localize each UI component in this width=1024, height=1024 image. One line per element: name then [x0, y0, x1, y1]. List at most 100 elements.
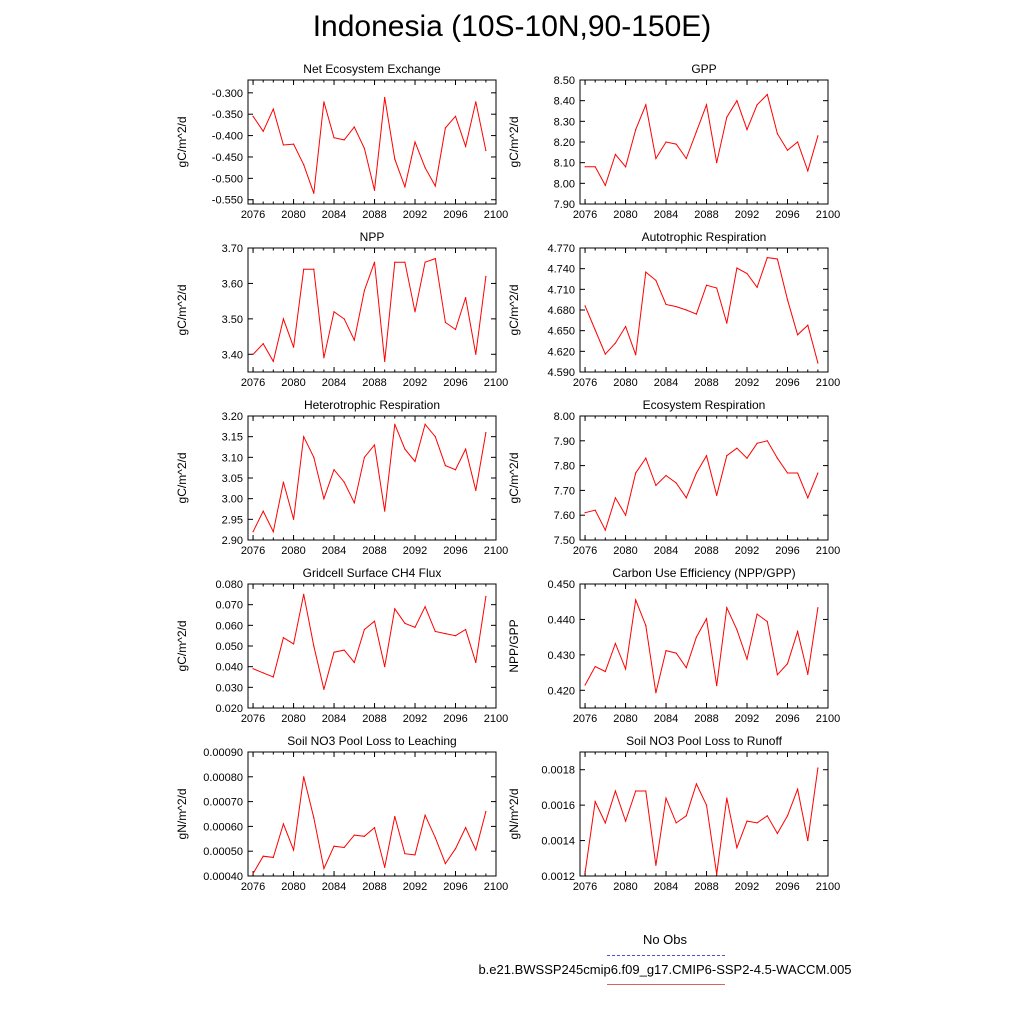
data-point: [353, 339, 355, 341]
y-tick-label: 3.40: [222, 349, 243, 361]
x-tick-label: 2100: [484, 377, 508, 389]
data-point: [323, 357, 325, 359]
data-point: [736, 267, 738, 269]
x-tick-label: 2080: [281, 881, 305, 893]
x-tick-label: 2080: [613, 881, 637, 893]
chart-title: Gridcell Surface CH4 Flux: [303, 566, 442, 580]
data-point: [584, 305, 586, 307]
x-tick-label: 2076: [573, 377, 597, 389]
data-point: [454, 635, 457, 637]
data-point: [665, 303, 667, 306]
y-axis-label: gC/m^2/d: [507, 453, 521, 504]
data-point: [262, 672, 264, 674]
data-point: [685, 497, 687, 499]
data-point: [645, 104, 647, 106]
data-point: [465, 448, 467, 450]
data-point: [635, 790, 637, 792]
data-point: [675, 143, 677, 145]
data-point: [454, 328, 457, 331]
data-point: [766, 815, 768, 817]
chart-title: GPP: [691, 62, 716, 76]
data-point: [584, 166, 586, 168]
plot-frame: [579, 751, 829, 877]
plot-frame: [247, 583, 497, 709]
x-tick-label: 2076: [573, 545, 597, 557]
data-point: [272, 531, 274, 533]
data-point: [394, 423, 396, 425]
data-point: [776, 133, 778, 135]
y-tick-label: 4.680: [547, 305, 575, 317]
data-point: [766, 93, 768, 96]
data-point: [635, 599, 637, 601]
y-tick-label: 0.00040: [203, 871, 243, 883]
y-tick-label: 7.50: [554, 535, 575, 547]
data-point: [624, 668, 627, 670]
data-point: [807, 324, 809, 326]
x-tick-label: 2100: [484, 209, 508, 221]
data-point: [594, 166, 596, 168]
data-point: [434, 436, 436, 438]
data-point: [343, 139, 345, 141]
data-point: [414, 626, 416, 629]
y-tick-label: -0.350: [212, 109, 243, 121]
series-line: [585, 93, 819, 187]
plot-frame: [579, 415, 829, 541]
x-tick-label: 2080: [281, 545, 305, 557]
data-point: [323, 498, 325, 500]
x-tick-label: 2084: [654, 713, 678, 725]
data-point: [373, 827, 376, 829]
x-tick-label: 2080: [281, 209, 305, 221]
data-point: [414, 141, 416, 143]
x-tick-label: 2096: [775, 881, 799, 893]
data-point: [705, 284, 708, 286]
page-title: Indonesia (10S-10N,90-150E): [312, 10, 712, 43]
data-point: [313, 645, 315, 647]
y-tick-label: 3.15: [222, 432, 243, 444]
data-point: [465, 145, 467, 147]
data-point: [444, 633, 446, 635]
data-point: [292, 518, 295, 520]
data-point: [594, 665, 596, 668]
chart-title: Soil NO3 Pool Loss to Runoff: [626, 734, 783, 748]
data-point: [614, 342, 617, 344]
chart-title: Ecosystem Respiration: [643, 398, 766, 412]
data-point: [797, 472, 799, 474]
legend-label-case: b.e21.BWSSP245cmip6.f09_g17.CMIP6-SSP2-4…: [478, 962, 852, 977]
data-point: [434, 836, 436, 839]
data-point: [624, 325, 627, 328]
chart-panel-4: Autotrophic Respiration gC/m^2/d 2076 2080 2…: [507, 230, 840, 389]
data-point: [353, 502, 355, 504]
data-point: [465, 827, 467, 829]
data-point: [414, 311, 416, 313]
data-point: [614, 642, 617, 645]
y-tick-label: 0.060: [215, 620, 243, 632]
y-tick-label: 8.00: [554, 178, 575, 190]
x-tick-label: 2100: [816, 209, 840, 221]
data-point: [726, 455, 728, 457]
x-tick-label: 2092: [735, 377, 759, 389]
y-tick-label: 0.0018: [541, 765, 575, 777]
data-point: [736, 447, 738, 449]
data-point: [807, 839, 809, 842]
data-point: [323, 101, 325, 103]
data-point: [292, 849, 295, 851]
x-tick-label: 2088: [694, 881, 718, 893]
x-tick-label: 2092: [403, 377, 427, 389]
y-tick-label: 0.040: [215, 662, 243, 674]
data-point: [373, 444, 376, 446]
data-point: [685, 309, 687, 311]
series-line: [584, 767, 819, 875]
x-tick-label: 2084: [322, 545, 346, 557]
data-point: [604, 353, 606, 355]
data-point: [485, 149, 487, 152]
data-point: [756, 286, 758, 288]
y-tick-label: -0.550: [212, 195, 243, 207]
data-point: [786, 663, 789, 665]
x-tick-label: 2096: [775, 545, 799, 557]
y-tick-label: 3.00: [222, 494, 243, 506]
data-point: [343, 481, 345, 483]
x-tick-label: 2076: [573, 713, 597, 725]
y-tick-label: 3.20: [222, 411, 243, 423]
data-point: [272, 360, 274, 362]
x-tick-label: 2080: [613, 713, 637, 725]
